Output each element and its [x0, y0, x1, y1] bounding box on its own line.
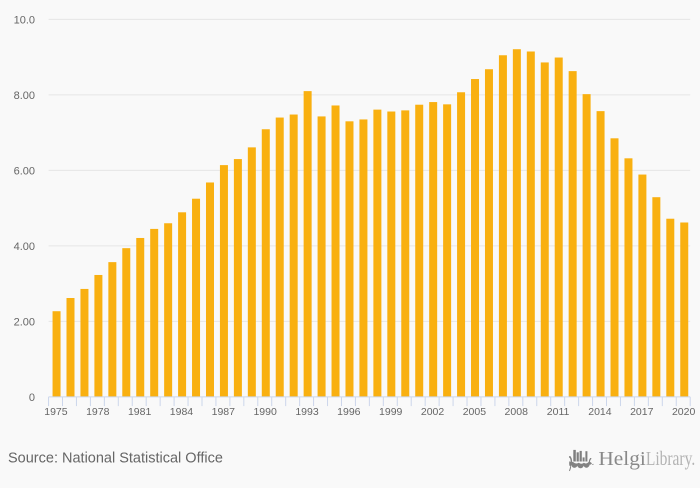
svg-text:1999: 1999	[379, 406, 403, 418]
svg-text:2011: 2011	[547, 406, 570, 418]
svg-text:1978: 1978	[86, 406, 110, 418]
svg-text:1990: 1990	[253, 406, 277, 418]
svg-text:4.00: 4.00	[14, 241, 35, 253]
svg-text:6.00: 6.00	[14, 165, 35, 177]
svg-text:1981: 1981	[128, 406, 152, 418]
svg-text:10.0: 10.0	[14, 14, 35, 26]
svg-text:Helgi: Helgi	[598, 448, 646, 470]
svg-text:1993: 1993	[295, 406, 319, 418]
svg-text:2014: 2014	[588, 406, 612, 418]
svg-text:1975: 1975	[44, 406, 68, 418]
svg-text:2017: 2017	[630, 406, 654, 418]
svg-text:2008: 2008	[505, 406, 529, 418]
svg-text:2005: 2005	[463, 406, 487, 418]
svg-text:2020: 2020	[672, 406, 696, 418]
svg-text:2002: 2002	[421, 406, 445, 418]
svg-text:1987: 1987	[212, 406, 236, 418]
svg-text:8.00: 8.00	[14, 90, 35, 102]
svg-text:Source: National Statistical O: Source: National Statistical Office	[8, 451, 223, 467]
svg-text:1996: 1996	[337, 406, 361, 418]
svg-text:1984: 1984	[170, 406, 194, 418]
svg-text:Library.: Library.	[646, 448, 695, 470]
svg-text:2.00: 2.00	[14, 316, 35, 328]
svg-text:0: 0	[29, 392, 35, 404]
